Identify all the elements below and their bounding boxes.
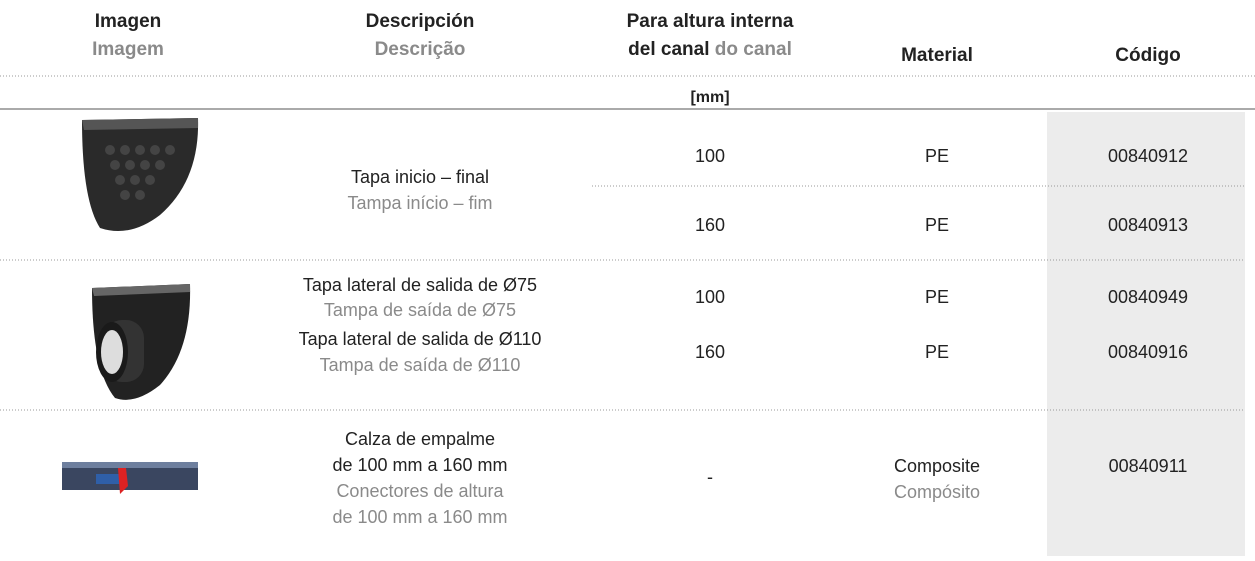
description: Tampa de saída de Ø110 (320, 355, 521, 375)
material: Composite (894, 456, 980, 476)
header-text: do canal (715, 39, 792, 60)
material: PE (925, 146, 949, 166)
material: PE (925, 342, 949, 362)
unit: [mm] (690, 89, 729, 106)
material: PE (925, 287, 949, 307)
height: 160 (695, 342, 725, 362)
header-text: Imagem (92, 39, 164, 60)
material: Compósito (894, 482, 980, 502)
code: 00840912 (1108, 146, 1188, 166)
header-text: Código (1115, 45, 1180, 66)
header-text: Para altura interna (627, 11, 794, 32)
description: Tapa lateral de salida de Ø75 (303, 275, 537, 295)
header-text: Imagen (95, 11, 162, 32)
description: Calza de empalme (345, 429, 495, 449)
code: 00840949 (1108, 287, 1188, 307)
header-text: del canal (628, 39, 709, 60)
header-text: Descripción (366, 11, 475, 32)
code: 00840911 (1109, 456, 1188, 476)
description: Tapa inicio – final (351, 167, 489, 187)
description: de 100 mm a 160 mm (332, 507, 507, 527)
header-text: Material (901, 45, 973, 66)
height: 160 (695, 215, 725, 235)
height: 100 (695, 287, 725, 307)
height: - (707, 467, 713, 487)
product-image (82, 118, 199, 232)
header-text: Descrição (375, 39, 466, 60)
description: Tampa de saída de Ø75 (324, 300, 516, 320)
product-image (62, 462, 198, 494)
code: 00840913 (1108, 215, 1188, 235)
height: 100 (695, 146, 725, 166)
material: PE (925, 215, 949, 235)
description: de 100 mm a 160 mm (332, 455, 507, 475)
description: Tapa lateral de salida de Ø110 (299, 329, 542, 349)
product-image (92, 284, 191, 400)
code: 00840916 (1108, 342, 1188, 362)
description: Tampa início – fim (347, 193, 492, 213)
description: Conectores de altura (336, 481, 504, 501)
header-text: del canal do canal (628, 39, 792, 60)
code-column-bg (1047, 112, 1245, 556)
